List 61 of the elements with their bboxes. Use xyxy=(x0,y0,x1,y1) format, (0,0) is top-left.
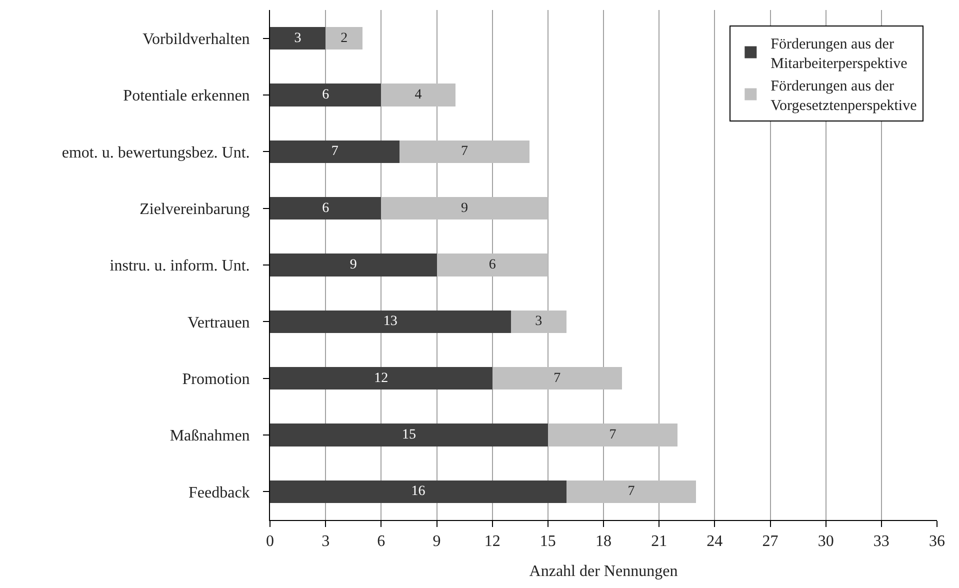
data-label: 3 xyxy=(535,314,542,330)
data-label: 6 xyxy=(488,258,496,272)
y-tick-label: Vertrauen xyxy=(188,314,250,332)
bar xyxy=(566,480,696,503)
bar xyxy=(270,480,566,503)
x-tick-label: 36 xyxy=(929,533,945,550)
bar xyxy=(270,310,511,333)
data-label: 2 xyxy=(340,30,348,46)
bar xyxy=(548,424,678,446)
bar xyxy=(381,197,548,220)
data-label: 7 xyxy=(609,428,616,442)
data-label: 9 xyxy=(461,200,468,216)
y-tick-label: Vorbildverhalten xyxy=(142,30,250,48)
data-label: 9 xyxy=(350,258,357,272)
x-tick-label: 0 xyxy=(266,533,274,550)
legend-label: Förderungen aus der Mitarbeiterperspektive xyxy=(770,36,908,72)
data-label: 16 xyxy=(411,484,426,500)
x-tick-label: 6 xyxy=(377,533,386,550)
bar xyxy=(400,140,530,163)
x-tick-label: 18 xyxy=(596,533,612,550)
x-tick-label: 21 xyxy=(651,533,668,550)
bar xyxy=(492,367,622,390)
bar xyxy=(326,27,363,50)
data-label: 7 xyxy=(628,484,635,500)
y-tick-label: Feedback xyxy=(188,484,250,502)
data-label: 12 xyxy=(374,370,388,386)
x-axis-title: Anzahl der Nennungen xyxy=(529,562,678,580)
bar xyxy=(270,197,382,220)
data-label: 6 xyxy=(322,200,330,216)
bar xyxy=(270,27,326,50)
data-label: 6 xyxy=(322,88,330,102)
y-tick-label: instru. u. inform. Unt. xyxy=(110,258,250,275)
y-tick-label: Promotion xyxy=(182,370,250,388)
data-label: 7 xyxy=(554,370,561,386)
data-label: 13 xyxy=(383,314,398,330)
bar xyxy=(381,84,456,106)
bar xyxy=(270,367,492,390)
data-label: 3 xyxy=(294,30,302,46)
data-label: 7 xyxy=(331,144,338,160)
x-tick-label: 30 xyxy=(818,533,834,550)
bar xyxy=(270,84,382,106)
x-tick-label: 3 xyxy=(322,533,330,550)
x-tick-label: 9 xyxy=(432,533,441,550)
data-label: 7 xyxy=(461,144,468,160)
y-tick-label: emot. u. bewertungsbez. Unt. xyxy=(62,144,250,162)
y-tick-label: Maßnahmen xyxy=(170,428,250,445)
x-tick-label: 33 xyxy=(873,533,890,550)
x-tick-label: 12 xyxy=(484,533,500,550)
legend-label: Förderungen aus der Vorgesetztenperspektive xyxy=(770,78,918,114)
bar xyxy=(510,310,566,333)
bar xyxy=(436,254,548,276)
bar xyxy=(270,424,548,446)
data-label: 15 xyxy=(402,428,416,442)
x-tick-label: 27 xyxy=(762,533,778,550)
data-label: 4 xyxy=(414,88,422,102)
bar xyxy=(270,254,437,276)
x-tick-label: 24 xyxy=(706,533,723,550)
bar xyxy=(270,140,400,163)
x-tick-label: 15 xyxy=(540,533,556,550)
y-tick-label: Potentiale erkennen xyxy=(123,88,250,105)
y-tick-label: Zielvereinbarung xyxy=(140,200,250,218)
